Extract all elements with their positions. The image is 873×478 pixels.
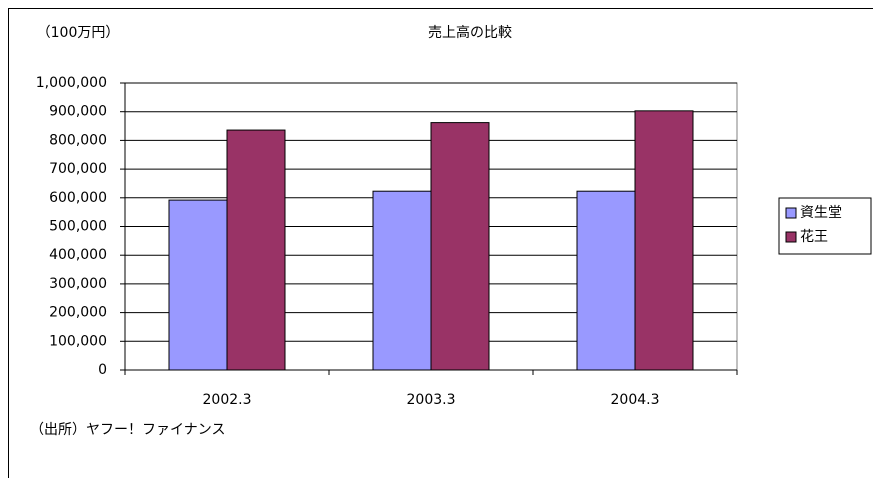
x-tick-label: 2004.3 — [611, 392, 660, 408]
x-tick-label: 2003.3 — [407, 392, 456, 408]
bar — [634, 110, 694, 371]
x-tick-label: 2002.3 — [203, 392, 252, 408]
legend-swatch — [785, 231, 797, 243]
bar — [226, 129, 286, 371]
chart-border — [8, 8, 873, 478]
legend-swatch — [785, 207, 797, 219]
y-tick-label: 500,000 — [49, 219, 107, 235]
bar — [430, 122, 490, 371]
y-tick-label: 800,000 — [49, 132, 107, 148]
bar — [372, 190, 432, 371]
y-tick-label: 0 — [98, 362, 107, 378]
y-tick-label: 1,000,000 — [36, 75, 107, 91]
legend-label: 資生堂 — [800, 205, 842, 221]
legend-label: 花王 — [800, 229, 828, 245]
chart-title: 売上高の比較 — [428, 24, 512, 41]
y-tick-label: 300,000 — [49, 276, 107, 292]
y-tick-label: 900,000 — [49, 104, 107, 120]
source-note: （出所）ヤフー！ファイナンス — [30, 422, 225, 438]
y-tick-label: 400,000 — [49, 247, 107, 263]
y-tick-label: 600,000 — [49, 190, 107, 206]
y-tick-label: 100,000 — [49, 333, 107, 349]
unit-note: （100万円） — [37, 25, 120, 41]
bar — [168, 199, 228, 371]
legend-box — [778, 197, 872, 255]
y-tick-label: 700,000 — [49, 161, 107, 177]
y-tick-label: 200,000 — [49, 305, 107, 321]
bar — [576, 190, 636, 371]
